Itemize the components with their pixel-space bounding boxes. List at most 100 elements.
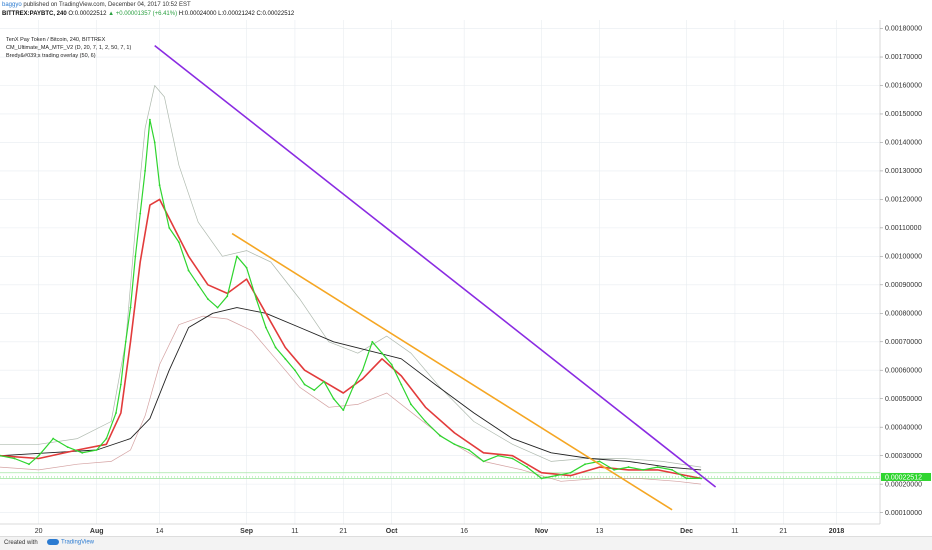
- price-point: [526, 466, 528, 468]
- price-point: [66, 446, 69, 449]
- price-point: [95, 449, 98, 451]
- price-point: [236, 255, 238, 258]
- price-point: [153, 141, 156, 144]
- price-point: [439, 434, 441, 437]
- x-tick-label: Dec: [680, 528, 693, 535]
- price-point: [323, 380, 325, 383]
- y-tick-label: 0.00140000: [885, 140, 922, 147]
- price-point: [139, 212, 142, 215]
- price-point: [381, 352, 383, 355]
- x-tick-label: 14: [156, 528, 164, 535]
- price-point: [598, 460, 601, 463]
- legend-title: TenX Pay Token / Bitcoin, 240, BITTREX: [6, 37, 106, 43]
- price-point: [52, 437, 55, 440]
- low-label: L:: [218, 11, 224, 17]
- published-text: published on TradingView.com, December 0…: [23, 2, 191, 8]
- x-tick-label: 13: [596, 528, 604, 535]
- price-point: [197, 283, 200, 286]
- price-point: [115, 412, 117, 414]
- price-point: [482, 460, 485, 463]
- tradingview-brand-text: TradingView: [61, 539, 95, 546]
- high-label: H:: [178, 11, 185, 17]
- price-point: [642, 468, 644, 471]
- publish-info: baggyo published on TradingView.com, Dec…: [2, 1, 191, 9]
- y-tick-label: 0.00170000: [885, 54, 922, 61]
- price-point: [105, 437, 108, 440]
- series-overlay-black-line: [0, 307, 702, 471]
- price-point: [124, 340, 127, 343]
- y-tick-label: 0.00110000: [885, 225, 922, 232]
- y-tick-label: 0.00130000: [885, 168, 922, 175]
- price-point: [671, 468, 673, 471]
- series-band-lower-line: [0, 315, 702, 485]
- price-point: [81, 451, 84, 454]
- price-point: [700, 477, 702, 480]
- legend-indicator-ma[interactable]: CM_Ultimate_MA_MTF_V2 (D, 20, 7, 1, 2, 5…: [6, 45, 132, 51]
- symbol-label: BITTREX:PAYBTC, 240: [2, 11, 67, 17]
- price-point: [294, 369, 296, 372]
- current-price-tag: [881, 472, 931, 481]
- price-point: [134, 255, 137, 258]
- price-point: [371, 340, 374, 343]
- price-point: [129, 306, 132, 309]
- y-tick-label: 0.00010000: [885, 510, 922, 517]
- change-value: +0.00001357 (+6.41%): [115, 11, 178, 17]
- symbol-ohlc-bar: BITTREX:PAYBTC, 240 O:0.00022512 ▲ +0.00…: [2, 10, 294, 18]
- price-point: [424, 420, 427, 423]
- price-point: [584, 463, 586, 466]
- y-tick-label: 0.00060000: [885, 367, 922, 374]
- price-point: [216, 306, 219, 309]
- y-tick-label: 0.00080000: [885, 310, 922, 317]
- price-point: [468, 449, 470, 451]
- author-link[interactable]: baggyo: [2, 2, 22, 8]
- close-label: C:: [256, 11, 263, 17]
- price-point: [178, 241, 180, 244]
- price-point: [158, 184, 161, 187]
- price-point: [274, 346, 277, 349]
- price-point: [685, 477, 688, 480]
- x-tick-label: Aug: [90, 528, 104, 535]
- price-point: [168, 226, 171, 229]
- tradingview-logo[interactable]: TradingView: [47, 539, 94, 546]
- x-tick-label: 21: [779, 528, 787, 535]
- price-point: [627, 466, 630, 468]
- price-point: [284, 357, 287, 360]
- x-tick-label: 11: [291, 528, 298, 535]
- x-tick-label: 11: [731, 528, 738, 535]
- close-value: 0.00022512: [262, 11, 295, 17]
- price-point: [400, 383, 403, 386]
- price-point: [390, 363, 393, 366]
- low-value: 0.00021242: [223, 11, 255, 17]
- x-tick-label: 2018: [829, 528, 845, 535]
- y-tick-label: 0.00100000: [885, 254, 922, 261]
- series-trendline-line: [231, 232, 673, 511]
- y-tick-label: 0.00020000: [885, 481, 922, 488]
- series-ma-fast-line: [0, 198, 702, 480]
- price-chart[interactable]: 0.00180000 0.00170000 0.00160000 0.00150000…: [0, 20, 932, 536]
- x-tick-label: Sep: [240, 528, 253, 535]
- price-point: [28, 463, 30, 466]
- series-trendline-line: [154, 44, 717, 488]
- price-point: [453, 443, 456, 446]
- price-point: [0, 454, 1, 457]
- y-tick-label: 0.00070000: [885, 339, 922, 346]
- x-tick-label: Nov: [535, 528, 548, 535]
- price-point: [144, 170, 146, 172]
- created-with-label: Created with: [4, 540, 38, 546]
- x-tick-label: 16: [460, 528, 468, 535]
- price-point: [303, 383, 306, 386]
- high-value: 0.00024000: [184, 11, 217, 17]
- price-point: [313, 389, 316, 392]
- price-point: [569, 471, 572, 474]
- price-point: [13, 457, 16, 460]
- price-point: [119, 383, 122, 386]
- open-value: 0.00022512: [74, 11, 107, 17]
- price-point: [540, 477, 543, 480]
- y-tick-label: 0.00180000: [885, 26, 922, 33]
- price-point: [265, 326, 267, 329]
- price-point: [342, 409, 345, 412]
- legend-indicator-overlay[interactable]: Bredy&#039;s trading overlay (50, 6): [6, 53, 96, 59]
- y-tick-label: 0.00120000: [885, 197, 922, 204]
- y-tick-label: 0.00040000: [885, 424, 922, 431]
- price-point: [555, 474, 557, 477]
